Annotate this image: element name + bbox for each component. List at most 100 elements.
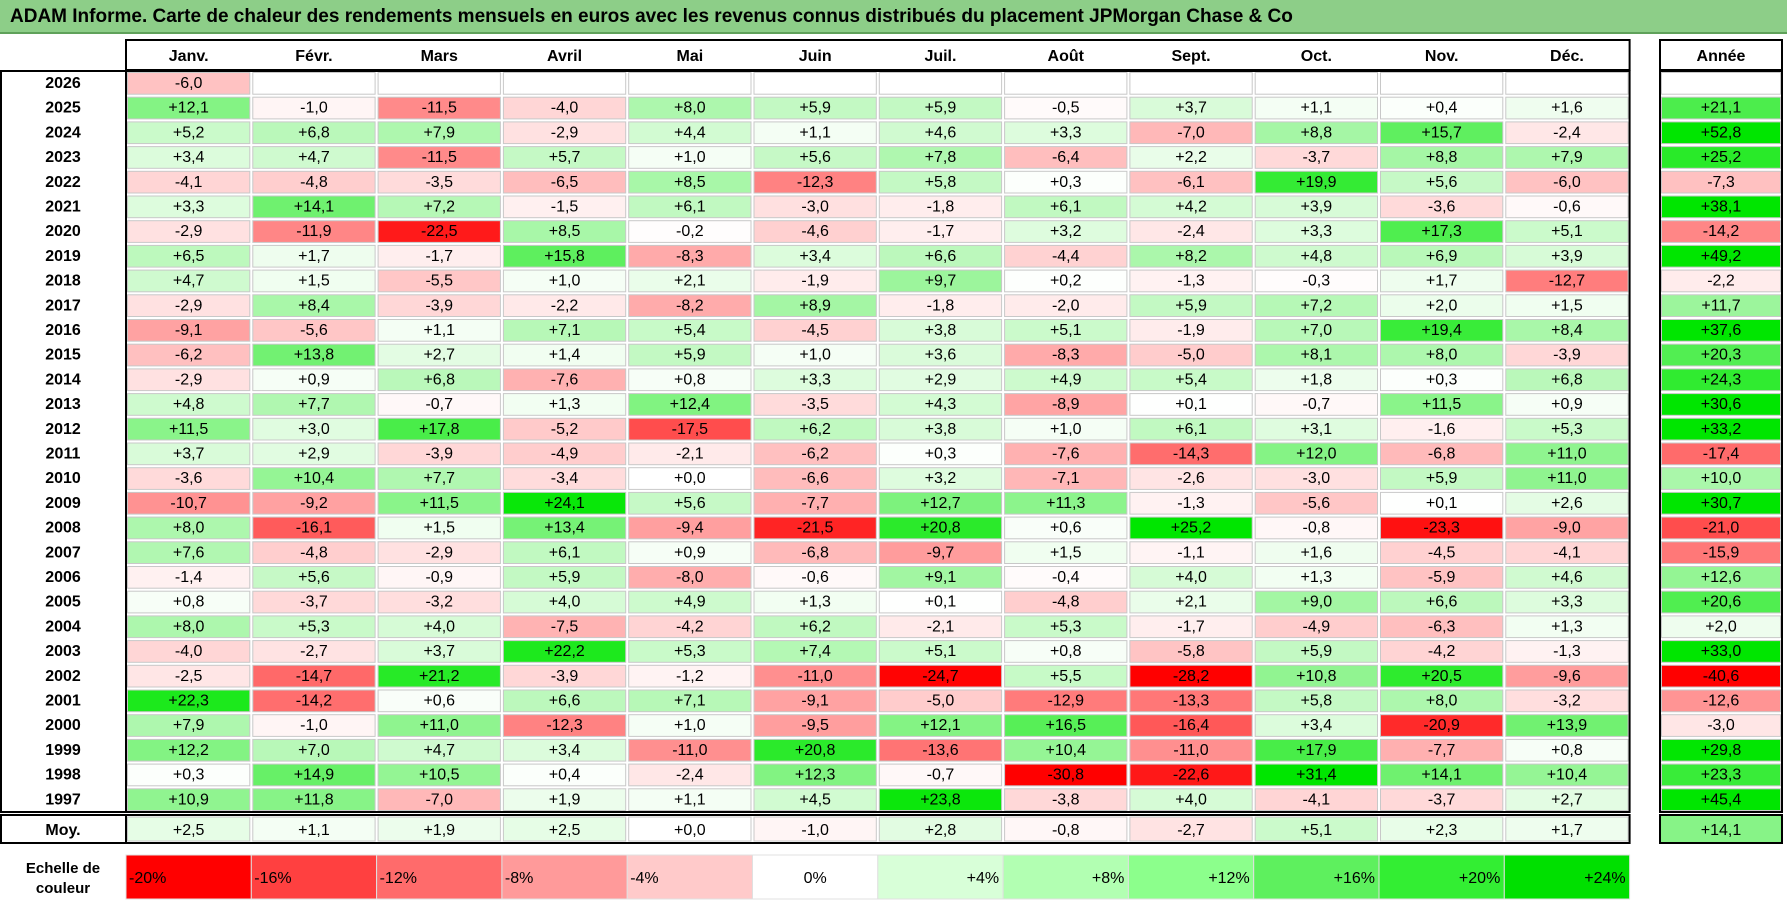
heat-cell-value: -6,2 [175,347,203,364]
heat-cell [1129,516,1253,540]
heat-cell-value: +0,0 [674,470,706,487]
heat-cell-value: -11,0 [672,742,707,759]
heat-cell [1505,788,1629,811]
heat-cell-value: -4,8 [300,174,328,191]
heat-cell [878,541,1003,564]
heat-cell-value: +10,9 [168,791,209,808]
heat-cell [1004,195,1128,219]
heat-cell [1254,244,1378,268]
heat-cell-value: -1,3 [1177,495,1205,512]
heat-cell [628,491,752,515]
heat-cell-value: +1,1 [799,124,831,141]
annual-cell-value: +12,6 [1701,569,1742,586]
heat-cell-value: +1,0 [799,347,831,364]
heat-cell [1505,393,1629,416]
heat-cell [753,220,877,243]
heat-cell-value: +12,1 [168,100,209,117]
heat-cell [878,516,1003,540]
heat-cell-value: -1,7 [1177,618,1205,635]
heat-cell-value: +0,1 [925,594,957,611]
annual-cell-value: +11,7 [1701,297,1740,314]
heat-cell [628,146,752,169]
heat-cell-value: -20,9 [1423,717,1460,734]
heat-cell [1004,714,1128,737]
scale-swatch [1127,854,1255,900]
scale-swatch-label: +24% [1584,870,1625,887]
heat-cell [1129,244,1253,268]
heat-cell [1129,763,1253,787]
annual-cell-value: +33,0 [1701,643,1742,660]
heat-cell-value: +4,8 [1301,248,1333,265]
heat-cell-value: -6,5 [551,174,579,191]
heat-cell [1004,393,1128,416]
scale-swatch [501,854,628,900]
heat-cell-value: +5,1 [1050,322,1082,339]
heat-cell [377,516,501,540]
heat-cell-value: +5,6 [298,569,330,586]
heat-cell-value: +7,0 [1301,322,1333,339]
annual-cell-value: +38,1 [1701,199,1742,216]
average-cell [1505,816,1629,842]
heat-cell-value: +5,3 [1050,618,1082,635]
heat-cell-value: -4,0 [175,643,203,660]
heat-cell-value: +22,3 [168,693,209,710]
heat-cell-value: +6,1 [1175,421,1207,438]
heat-cell [878,220,1003,243]
heat-cell-value: -4,4 [1052,248,1080,265]
average-cell [127,816,251,842]
heat-cell [628,664,752,688]
heat-cell-value: +12,0 [1296,446,1337,463]
heat-cell [1004,417,1128,441]
heat-cell [1380,541,1504,564]
heat-cell [878,689,1003,713]
heat-cell-value: +3,4 [549,742,581,759]
heat-cell-value: -3,9 [425,446,453,463]
heat-cell-value: -4,2 [676,618,704,635]
heat-cell-value: +1,4 [549,347,581,364]
average-cell [502,816,627,842]
annual-cell [1661,516,1781,540]
heat-cell-value: +4,6 [925,124,957,141]
heat-cell [127,294,251,317]
heat-cell-value: +11,8 [294,791,333,808]
heat-cell-value: +7,1 [549,322,581,339]
heat-cell-value: +21,2 [419,668,460,685]
heat-cell-value: -2,9 [175,371,203,388]
heat-cell [878,590,1003,614]
annual-cell [1661,195,1781,219]
heat-cell [252,343,376,367]
heat-cell [753,491,877,515]
heat-cell-value: +7,1 [674,693,706,710]
heat-cell [1505,220,1629,243]
heat-cell-value: -1,1 [1177,544,1205,561]
heat-cell-value: +3,8 [925,421,957,438]
heat-cell [502,788,627,811]
heat-cell [1129,121,1253,145]
heat-cell [1129,417,1253,441]
heat-cell [628,393,752,416]
heat-cell [252,738,376,762]
heat-cell [753,294,877,317]
heat-cell-value: +5,6 [674,495,706,512]
heat-cell-value: -3,6 [175,470,203,487]
average-cell [1004,816,1128,842]
heat-cell-value: +1,8 [1301,371,1333,388]
heat-cell [1254,220,1378,243]
heat-cell [1004,541,1128,564]
heat-cell [878,615,1003,639]
annual-cell [1661,170,1781,194]
annual-cell-value: -14,2 [1703,223,1740,240]
heat-cell [878,195,1003,219]
heat-cell-value: +6,2 [799,421,831,438]
heat-cell [1254,170,1378,194]
heat-cell [1505,516,1629,540]
heat-cell [878,714,1003,737]
heat-cell [1004,72,1128,95]
heat-cell [127,590,251,614]
heat-cell-value: -8,0 [676,569,704,586]
heat-cell [1380,442,1504,466]
heat-cell [502,72,627,95]
heat-cell-value: +5,5 [1050,668,1082,685]
heat-cell-value: -1,6 [1428,421,1456,438]
